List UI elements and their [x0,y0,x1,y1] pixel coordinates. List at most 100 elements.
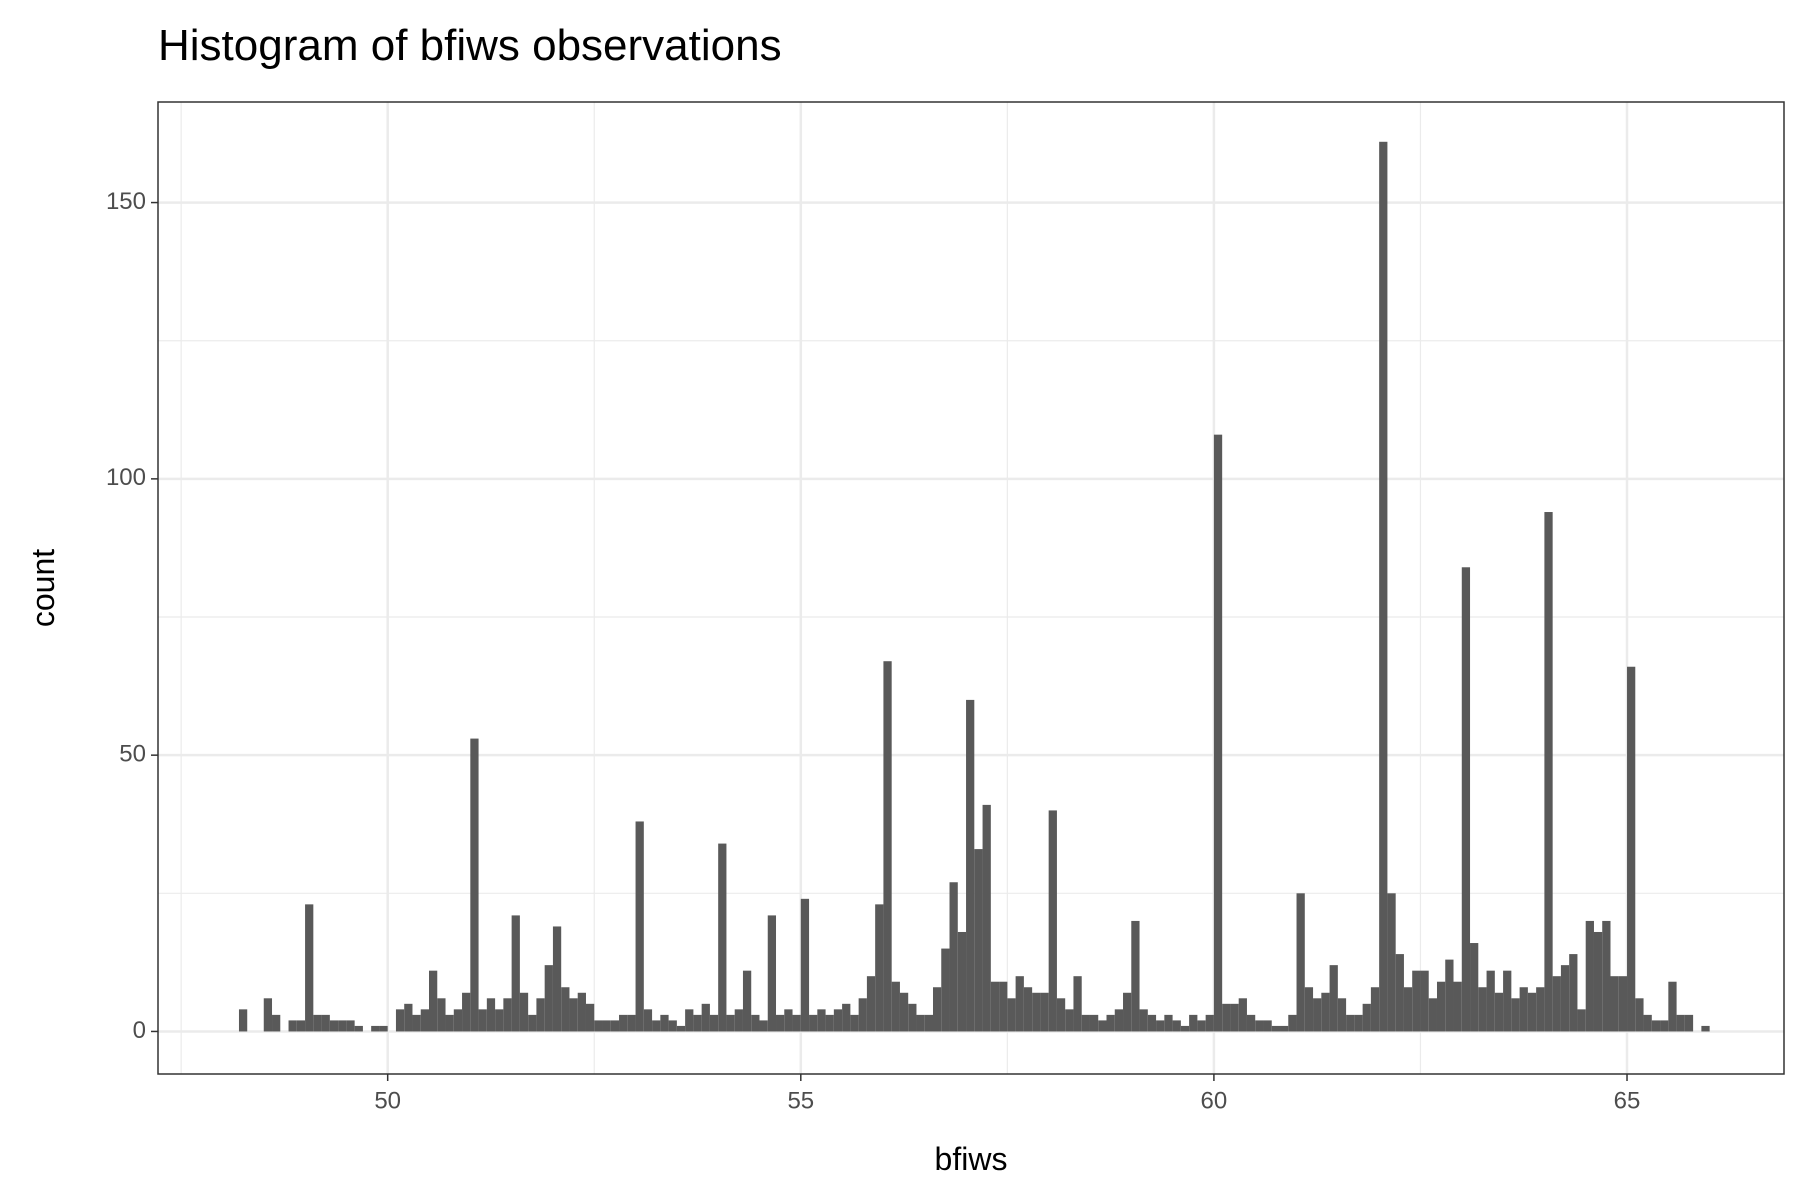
bar [561,987,570,1032]
bar [627,1014,636,1032]
bar [619,1014,628,1032]
bar [1007,998,1016,1032]
bar [429,970,438,1032]
bar [1263,1020,1272,1032]
bar [809,1014,818,1032]
bar [966,699,975,1032]
bar [792,1014,801,1032]
y-tick-label: 100 [106,464,146,491]
bar [1255,1020,1264,1032]
bar [1503,970,1512,1032]
bar [379,1025,388,1032]
bar [676,1025,686,1032]
bar [585,1003,595,1032]
bar [420,1009,429,1032]
bar [371,1025,380,1032]
bar [552,926,562,1032]
bar [1436,981,1446,1032]
bar [1412,970,1421,1032]
bar [1271,1025,1281,1032]
bar [949,882,958,1032]
bar [519,992,529,1032]
bar [1453,981,1462,1032]
bar [1602,920,1611,1032]
bar [1461,567,1471,1032]
bar [643,1009,653,1032]
bar [1552,976,1561,1032]
bar [1370,987,1380,1032]
x-tick-label: 65 [1614,1087,1641,1114]
panel-border [157,101,1785,1075]
bar [1660,1020,1669,1032]
bar [272,1014,281,1032]
bar [1246,1014,1256,1032]
bar [916,1014,925,1032]
chart-title: Histogram of bfiws observations [158,21,782,70]
bar [577,992,586,1032]
bar [825,1014,834,1032]
bar [932,987,942,1032]
bar [660,1014,669,1032]
bar [305,904,314,1032]
bar [1114,1009,1124,1032]
bar [1651,1020,1661,1032]
bar [776,1014,785,1032]
bar [263,998,273,1032]
x-tick-label: 60 [1201,1087,1228,1114]
bar [685,1009,694,1032]
bar [899,992,909,1032]
bar [594,1020,603,1032]
bar [635,821,644,1032]
bar [1065,1009,1074,1032]
bar [858,998,867,1032]
bar [1304,987,1314,1032]
bar [544,965,553,1032]
bar [1106,1014,1115,1032]
bar [478,1009,487,1032]
bar [1329,965,1338,1032]
bar [1635,998,1644,1032]
bar [1544,512,1553,1032]
bar [1089,1014,1099,1032]
bar [693,1014,702,1032]
bar [1428,998,1437,1032]
bar [1313,998,1322,1032]
bar [1321,992,1330,1032]
bar [924,1014,933,1032]
bar [495,1009,504,1032]
bar [767,915,777,1032]
bar [321,1014,330,1032]
bar [1222,1003,1231,1032]
bar [288,1020,297,1032]
bar [1684,1014,1694,1032]
bar [1387,893,1396,1032]
bar [238,1009,248,1032]
y-axis-label: count [25,549,61,627]
bar [1172,1020,1181,1032]
bar [1536,987,1545,1032]
bar [569,998,578,1032]
bar [1296,893,1305,1032]
bar [1205,1014,1214,1032]
bar [329,1020,339,1032]
bar [1445,959,1454,1032]
bar [999,981,1008,1032]
x-tick-label: 55 [787,1087,814,1114]
bar [1486,970,1495,1032]
bar [982,804,991,1032]
bar [1139,1009,1148,1032]
bar [1478,987,1487,1032]
bar [842,1003,851,1032]
bar [486,998,496,1032]
bar [800,898,810,1032]
bar [528,1014,537,1032]
bar [751,1014,760,1032]
bar [908,1003,917,1032]
bar [1230,1003,1239,1032]
bar [338,1020,347,1032]
bar [701,1003,710,1032]
bar [1164,1014,1173,1032]
bar [1048,810,1057,1032]
bar [1643,1014,1652,1032]
